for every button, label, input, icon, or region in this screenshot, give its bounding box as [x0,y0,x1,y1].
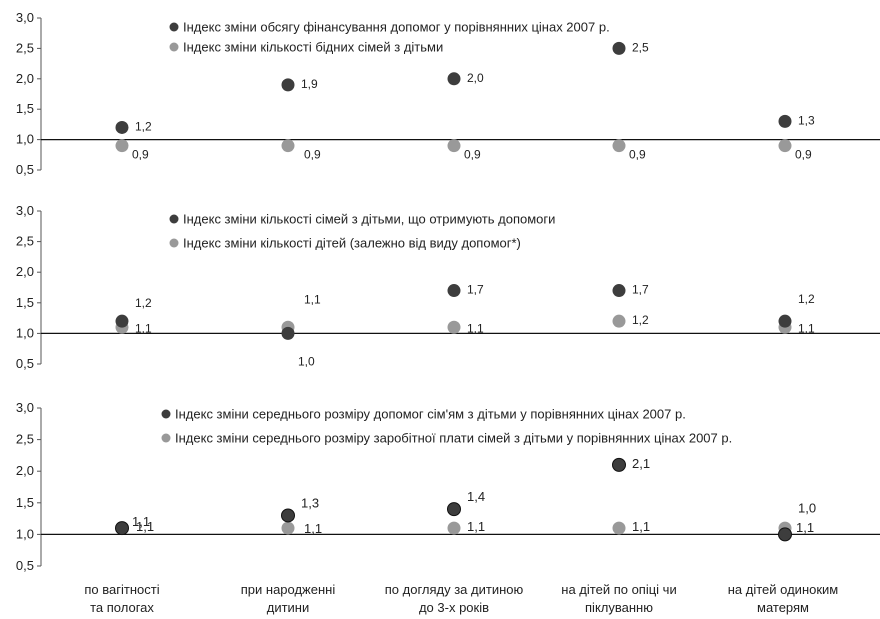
data-label: 1,1 [132,514,150,529]
data-point [778,314,792,328]
data-point [612,521,626,535]
y-tick-label: 1,5 [16,295,34,310]
data-label: 0,9 [795,148,812,162]
data-point [612,284,626,298]
data-point [281,326,295,340]
data-point [281,78,295,92]
data-point [612,139,626,153]
data-point [447,139,461,153]
data-label: 1,4 [467,489,485,504]
data-label: 1,1 [304,521,322,536]
data-label: 1,1 [135,321,152,335]
data-label: 1,1 [304,292,321,306]
category-label: по догляду за дитиною [385,582,524,597]
category-label: при народженні [241,582,336,597]
data-label: 1,7 [632,283,649,297]
data-label: 1,1 [796,520,814,535]
y-tick-label: 0,5 [16,356,34,371]
legend-marker [161,409,171,419]
data-point [612,41,626,55]
data-label: 1,1 [632,519,650,534]
y-tick-label: 2,5 [16,432,34,447]
y-tick-label: 0,5 [16,162,34,177]
legend-marker [169,214,179,224]
data-point [447,284,461,298]
legend-marker [169,22,179,32]
data-point [612,314,626,328]
data-label: 1,2 [798,292,815,306]
category-label: піклуванню [585,600,653,615]
data-label: 2,0 [467,71,484,85]
y-tick-label: 3,0 [16,203,34,218]
data-label: 1,1 [467,519,485,534]
data-point [447,72,461,86]
category-label: на дітей одиноким [728,582,839,597]
data-label: 1,9 [301,77,318,91]
y-tick-label: 2,0 [16,463,34,478]
data-point [115,139,129,153]
legend-marker [169,238,179,248]
data-label: 2,1 [632,456,650,471]
category-label: по вагітності [84,582,159,597]
data-point [447,320,461,334]
data-label: 1,1 [136,519,154,534]
legend-label: Індекс зміни середнього розміру допомог … [175,407,686,422]
data-point [778,114,792,128]
data-point [115,314,129,328]
category-label: дитини [267,600,310,615]
legend-label: Індекс зміни кількості сімей з дітьми, щ… [183,212,555,227]
data-point [612,457,626,472]
data-label: 1,2 [135,119,152,133]
data-label: 2,5 [632,40,649,54]
data-point [778,527,792,542]
data-label: 1,2 [632,313,649,327]
data-point [115,521,129,536]
y-tick-label: 2,0 [16,264,34,279]
y-tick-label: 0,5 [16,558,34,573]
y-tick-label: 1,5 [16,495,34,510]
data-label: 1,1 [467,321,484,335]
y-tick-label: 1,5 [16,101,34,116]
y-tick-label: 2,5 [16,234,34,249]
data-label: 1,3 [301,495,319,510]
legend-label: Індекс зміни кількості дітей (залежно ві… [183,236,521,251]
legend-marker [169,42,179,52]
data-label: 0,9 [464,148,481,162]
category-label: на дітей по опіці чи [561,582,676,597]
data-point [447,502,461,517]
data-point [115,120,129,134]
y-tick-label: 2,0 [16,71,34,86]
data-label: 0,9 [132,148,149,162]
data-label: 1,1 [798,321,815,335]
y-tick-label: 2,5 [16,40,34,55]
legend-label: Індекс зміни обсягу фінансування допомог… [183,20,610,35]
data-point [778,139,792,153]
y-tick-label: 1,0 [16,325,34,340]
legend-marker [161,433,171,443]
y-tick-label: 1,0 [16,132,34,147]
data-label: 0,9 [304,148,321,162]
category-label: до 3-х років [419,600,489,615]
category-label: матерям [757,600,809,615]
data-label: 1,0 [298,354,315,368]
y-tick-label: 3,0 [16,10,34,25]
data-point [281,508,295,523]
legend-label: Індекс зміни середнього розміру заробітн… [175,431,732,446]
data-point [281,139,295,153]
data-point [447,521,461,535]
y-tick-label: 1,0 [16,526,34,541]
legend-label: Індекс зміни кількості бідних сімей з ді… [183,40,443,55]
data-label: 1,2 [135,296,152,310]
y-tick-label: 3,0 [16,400,34,415]
data-label: 1,7 [467,283,484,297]
data-point [281,521,295,535]
data-label: 1,3 [798,113,815,127]
data-label: 0,9 [629,148,646,162]
category-label: та пологах [90,600,154,615]
data-label: 1,0 [798,500,816,515]
